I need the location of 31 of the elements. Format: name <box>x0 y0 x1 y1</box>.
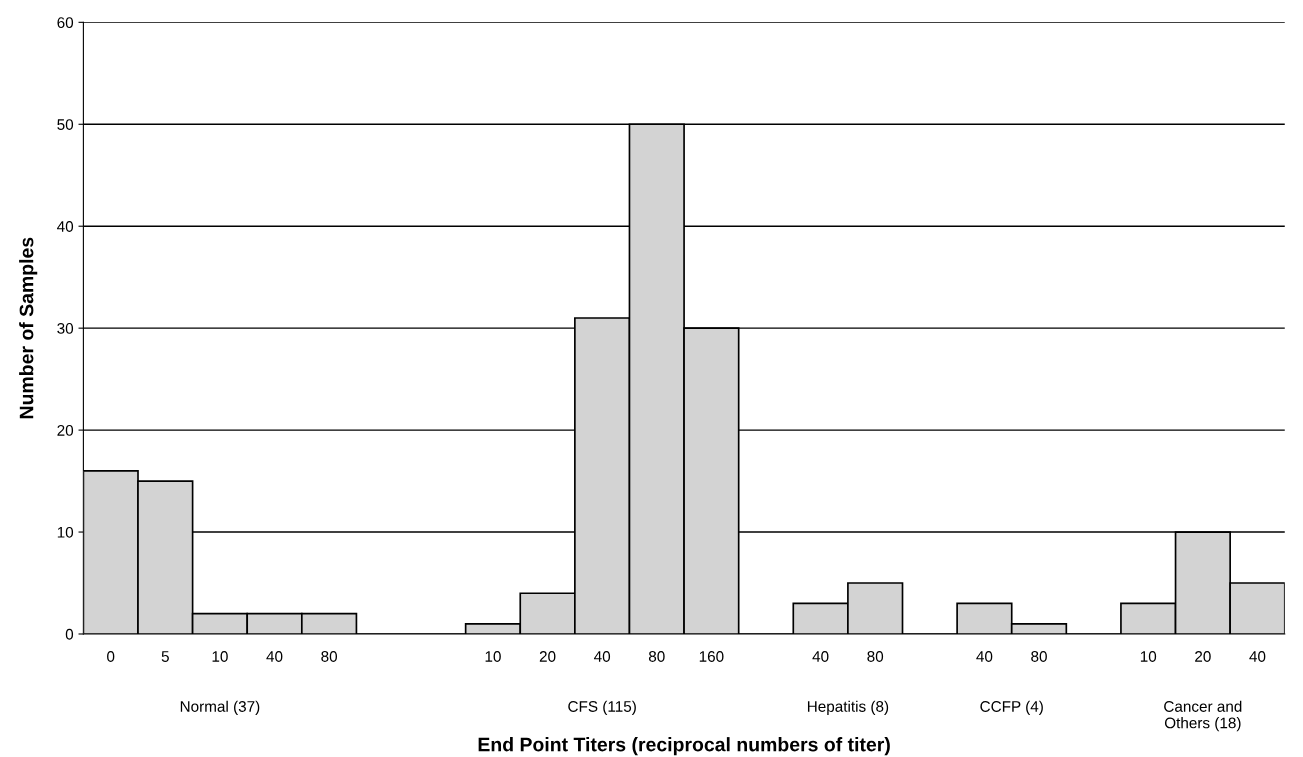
x-tick-label: 80 <box>867 651 884 662</box>
x-tick-label: 10 <box>1140 651 1157 662</box>
text: Normal (37) <box>180 700 260 715</box>
y-tick-label: 30 <box>57 323 74 334</box>
text: Cancer and Others (18) <box>1164 700 1242 732</box>
y-tick-label: 20 <box>57 424 74 436</box>
x-tick-label: 40 <box>266 651 283 662</box>
x-tick-label: 5 <box>161 651 169 662</box>
y-axis-title: Number of Samples <box>19 237 38 419</box>
y-tick-label: 40 <box>57 221 74 232</box>
x-tick-label: 80 <box>1031 651 1047 662</box>
x-tick-label: 10 <box>485 651 501 662</box>
text: CCFP (4) <box>980 700 1043 715</box>
x-tick-label: 80 <box>648 651 665 662</box>
x-tick-label: 10 <box>212 651 228 662</box>
x-tick-label: 40 <box>812 651 829 662</box>
text: Hepatitis (8) <box>807 700 889 715</box>
x-tick-label: 160 <box>699 651 724 662</box>
x-tick-label: 40 <box>594 651 611 662</box>
y-tick-label: 0 <box>65 628 74 640</box>
x-tick-label: 20 <box>1195 651 1211 662</box>
x-tick-label: 80 <box>321 651 338 662</box>
text: CFS (115) <box>568 700 636 715</box>
x-tick-label: 40 <box>976 651 993 662</box>
y-tick-label: 10 <box>57 526 74 538</box>
x-axis-title: End Point Titers (reciprocal numbers of titer) <box>478 737 890 756</box>
y-tick-label: 60 <box>57 17 74 29</box>
y-tick-label: 50 <box>57 119 74 130</box>
x-tick-label: 20 <box>539 651 556 662</box>
x-tick-label: 0 <box>107 651 115 662</box>
x-tick-label: 40 <box>1249 651 1266 662</box>
